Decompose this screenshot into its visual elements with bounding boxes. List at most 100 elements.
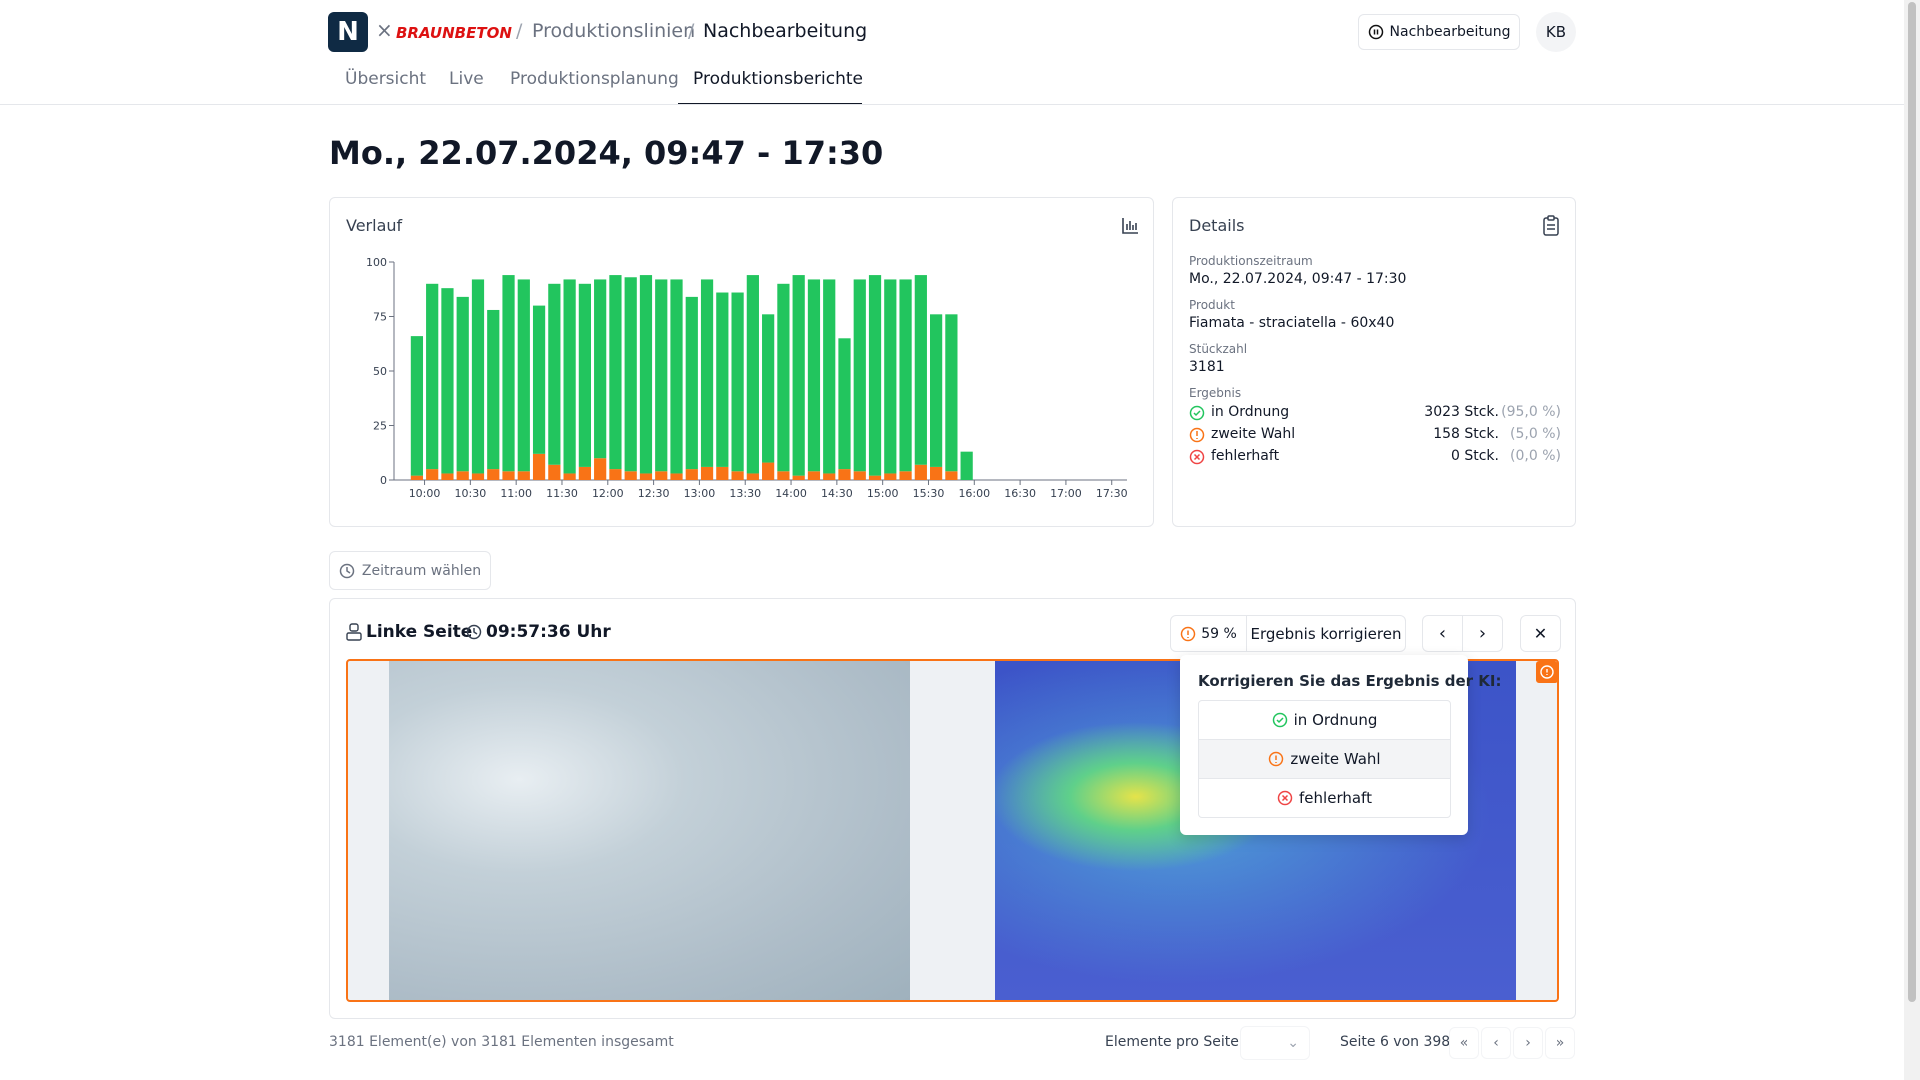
bar-segment <box>716 466 729 480</box>
chart: 0 25 50 75 100 10:00 10:30 11:00 11:30 12:00 12:30… <box>366 256 1128 500</box>
tab-active[interactable]: Produktionsberichte <box>693 69 864 89</box>
bar-segment <box>838 338 851 470</box>
details-icon[interactable] <box>1541 215 1561 237</box>
bar-segment <box>441 288 454 474</box>
next-page[interactable]: › <box>1513 1027 1543 1059</box>
y-tick-label: 25 <box>373 420 387 433</box>
tab[interactable]: Produktionsplanung <box>510 69 679 89</box>
field-label: Produkt <box>1189 298 1235 312</box>
bar-segment <box>777 471 790 480</box>
bar-segment <box>914 464 927 480</box>
product-image <box>389 661 910 1000</box>
bar-segment <box>594 279 607 459</box>
icon <box>1277 790 1293 806</box>
bar-segment <box>517 471 530 480</box>
side-label: Linke Seite <box>366 622 473 642</box>
bar-segment <box>548 464 561 480</box>
bar-segment <box>624 471 637 480</box>
x-tick-label: 16:00 <box>958 487 990 500</box>
x-tick-label: 15:00 <box>867 487 899 500</box>
x-tick-label: 15:30 <box>913 487 945 500</box>
button-label: Nachbearbeitung <box>1389 24 1511 40</box>
bar-segment <box>716 292 729 467</box>
chart-title: Verlauf <box>346 216 403 235</box>
bar-segment <box>578 283 591 467</box>
bar-segment <box>532 453 546 480</box>
bar-segment <box>807 471 821 480</box>
bar-segment <box>746 275 759 474</box>
bar-segment <box>639 275 653 474</box>
bar-segment <box>456 471 469 480</box>
tab[interactable]: Live <box>449 69 484 89</box>
x-tick-label: 17:00 <box>1050 487 1082 500</box>
bar-segment <box>426 469 439 480</box>
breadcrumb-sep: / <box>688 20 695 42</box>
scrollbar[interactable] <box>1904 0 1920 1080</box>
x-tick-label: 11:00 <box>500 487 532 500</box>
result-share: (5,0 %) <box>1510 426 1561 442</box>
first-page[interactable]: « <box>1449 1027 1479 1059</box>
bar-segment <box>853 279 866 472</box>
result-share: (95,0 %) <box>1501 404 1561 420</box>
option[interactable]: in Ordnung <box>1198 700 1451 740</box>
result-label: zweite Wahl <box>1211 426 1296 442</box>
bar-segment <box>823 279 836 474</box>
bar-segment <box>426 283 439 470</box>
bar-segment <box>532 305 546 454</box>
prev-page[interactable]: ‹ <box>1481 1027 1511 1059</box>
bar-segment <box>609 275 622 470</box>
field-label: Stückzahl <box>1189 342 1248 356</box>
correct-button[interactable]: Ergebnis korrigieren <box>1246 615 1406 652</box>
option[interactable]: fehlerhaft <box>1198 778 1451 818</box>
tab[interactable]: Übersicht <box>345 69 427 89</box>
prev-button[interactable]: ‹ <box>1422 615 1463 652</box>
range-button[interactable]: Zeitraum wählen <box>329 551 491 590</box>
icon <box>466 624 482 640</box>
bar-segment <box>930 314 943 467</box>
close-button[interactable]: ✕ <box>1520 615 1561 652</box>
bar-segment <box>609 469 622 480</box>
bar-segment <box>777 283 790 472</box>
avatar[interactable]: KB <box>1536 12 1576 52</box>
page-title: Mo., 22.07.2024, 09:47 - 17:30 <box>329 134 884 172</box>
bar-segment <box>548 283 561 465</box>
bar-segment <box>731 471 744 480</box>
bar-segment <box>960 451 973 480</box>
x-tick-label: 17:30 <box>1096 487 1128 500</box>
y-tick-label: 50 <box>373 365 387 378</box>
last-page[interactable]: » <box>1545 1027 1575 1059</box>
bar-segment <box>456 296 469 472</box>
button-label: Zeitraum wählen <box>361 562 482 579</box>
per-page-label: Elemente pro Seite <box>1105 1034 1239 1050</box>
bar-segment <box>517 279 530 472</box>
bar-segment <box>700 466 714 480</box>
details-card: Details Produktionszeitraum Mo., 22.07.2… <box>1172 197 1576 527</box>
bar-segment <box>655 279 668 472</box>
per-page-select[interactable]: ⌄ <box>1240 1026 1310 1060</box>
bar-segment <box>930 466 943 480</box>
result-icons <box>1189 405 1205 465</box>
bar-segment <box>487 469 500 480</box>
bar-segment <box>823 473 836 480</box>
app-logo[interactable]: N <box>328 12 368 52</box>
result-share: (0,0 %) <box>1510 448 1561 464</box>
line-button[interactable]: Nachbearbeitung <box>1358 14 1520 50</box>
bar-segment <box>899 279 912 472</box>
bar-segment <box>471 473 485 480</box>
correction-popup: Korrigieren Sie das Ergebnis der KI: in … <box>1180 655 1501 835</box>
bar-segment <box>441 473 454 480</box>
chart-icon[interactable] <box>1120 216 1140 236</box>
bar-segment <box>685 296 698 470</box>
bar-segment <box>624 277 637 472</box>
breadcrumb-link[interactable]: Produktionslinien <box>532 20 696 42</box>
brand-logo: BRAUNBETON <box>396 24 512 42</box>
x-tick-label: 12:00 <box>592 487 624 500</box>
option-selected[interactable]: zweite Wahl <box>1198 739 1451 779</box>
bar-segment <box>762 314 775 463</box>
next-button[interactable]: › <box>1462 615 1503 652</box>
bar-segment <box>655 471 668 480</box>
bar-segment <box>838 469 851 480</box>
bar-segment <box>868 275 882 476</box>
bar-segment <box>670 473 683 480</box>
